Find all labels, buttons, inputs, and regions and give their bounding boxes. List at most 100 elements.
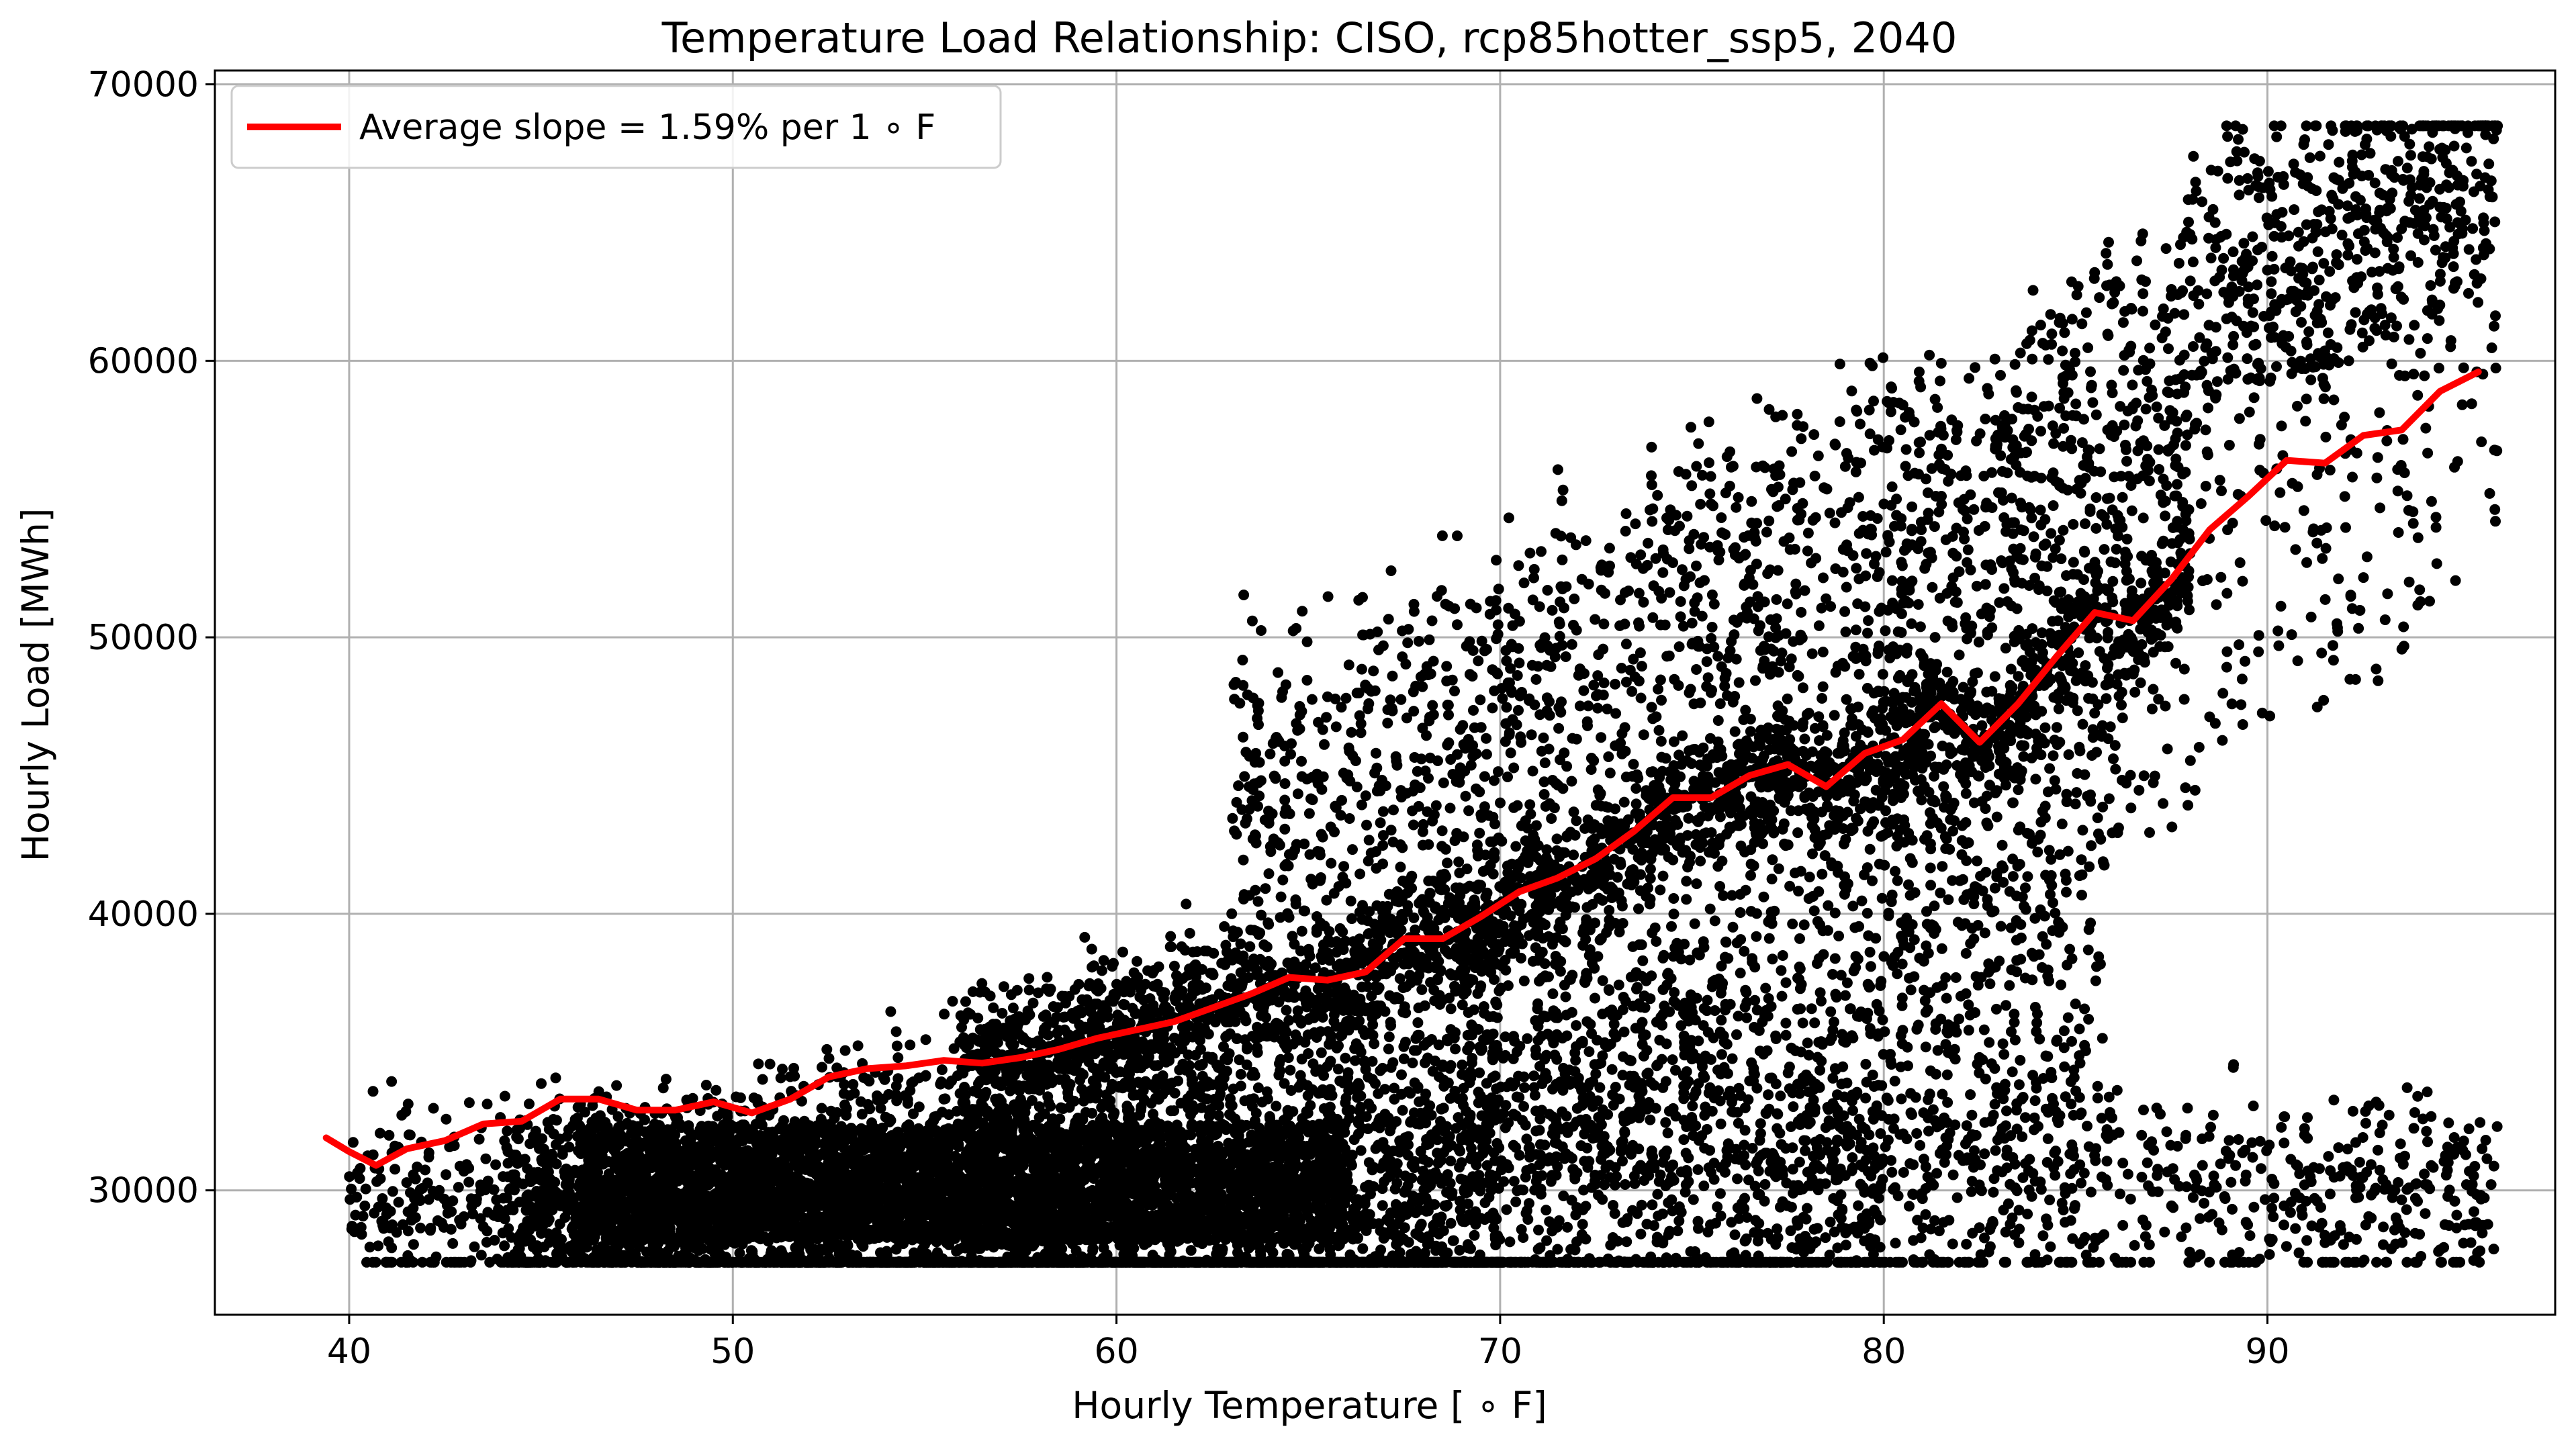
data-point — [1775, 1090, 1786, 1102]
data-point — [2293, 1247, 2305, 1258]
data-point — [563, 1174, 575, 1185]
data-point — [499, 1135, 510, 1146]
data-point — [2301, 1235, 2313, 1246]
data-point — [2334, 1170, 2346, 1182]
data-point — [2420, 1208, 2431, 1219]
data-point — [367, 1256, 379, 1268]
data-point — [2023, 1184, 2035, 1196]
data-point — [2422, 1136, 2433, 1148]
data-point — [469, 1241, 480, 1252]
data-point — [481, 1237, 492, 1248]
data-point — [364, 1242, 375, 1253]
data-point — [1403, 1086, 1414, 1097]
data-point — [2029, 1095, 2041, 1107]
data-point — [1871, 1209, 1882, 1220]
data-point — [1292, 1005, 1303, 1017]
data-point — [2363, 1100, 2375, 1111]
data-point — [1455, 1146, 1466, 1157]
data-point — [416, 1256, 428, 1268]
data-point — [1852, 1227, 1864, 1239]
data-point — [2401, 1082, 2413, 1093]
data-point — [375, 1127, 385, 1139]
data-point — [2411, 1256, 2422, 1268]
data-point — [360, 1183, 371, 1195]
data-point — [1577, 1219, 1588, 1230]
data-point — [1776, 1139, 1787, 1150]
data-point — [700, 1080, 712, 1090]
data-point — [839, 1045, 851, 1056]
data-point — [2136, 1129, 2148, 1141]
data-point — [1762, 1227, 1774, 1239]
data-point — [2279, 1111, 2290, 1122]
data-point — [502, 1125, 513, 1137]
data-point — [491, 1194, 502, 1205]
data-point — [1820, 1232, 1831, 1244]
data-point — [2240, 1176, 2251, 1186]
data-point — [1275, 1065, 1286, 1076]
data-point — [1929, 1215, 1940, 1226]
data-point — [2285, 1207, 2296, 1218]
data-point — [2333, 1142, 2344, 1154]
data-point — [2122, 1168, 2133, 1180]
data-point — [1387, 1057, 1399, 1068]
data-point — [447, 1238, 459, 1249]
data-point — [1588, 1131, 1600, 1143]
data-point — [2294, 1168, 2305, 1180]
data-point — [536, 1078, 547, 1089]
data-point — [1432, 1134, 1443, 1146]
data-point — [710, 1084, 722, 1096]
data-point — [2344, 1166, 2355, 1177]
data-point — [788, 1062, 799, 1074]
data-point — [1864, 1233, 1876, 1244]
data-point — [481, 1225, 493, 1237]
data-point — [420, 1164, 431, 1176]
data-point — [502, 1158, 514, 1169]
data-point — [1414, 1193, 1425, 1204]
data-point — [2481, 1153, 2493, 1164]
data-point — [2067, 1233, 2078, 1244]
data-point — [2125, 1193, 2136, 1205]
data-point — [1295, 1070, 1306, 1081]
data-point — [1389, 1183, 1401, 1195]
data-point — [2285, 1197, 2297, 1208]
data-point — [938, 1093, 950, 1105]
data-point — [2094, 1256, 2105, 1268]
data-point — [891, 1040, 903, 1052]
data-point — [2199, 1197, 2210, 1209]
data-point — [1828, 1193, 1839, 1204]
data-point — [2347, 1105, 2358, 1117]
data-point — [2165, 1139, 2176, 1151]
data-point — [2451, 1209, 2463, 1221]
data-point — [817, 1062, 827, 1073]
data-point — [1399, 1170, 1411, 1182]
data-point — [2246, 1137, 2258, 1148]
data-point — [2381, 1256, 2393, 1268]
data-point — [401, 1177, 412, 1189]
data-point — [2264, 1249, 2275, 1260]
data-point — [1401, 1209, 1412, 1220]
data-point — [2159, 1226, 2170, 1238]
data-point — [1508, 1176, 1520, 1187]
data-point — [1606, 1064, 1618, 1075]
data-point — [1316, 1047, 1327, 1058]
data-point — [1777, 1196, 1788, 1207]
data-point — [1800, 1231, 1811, 1242]
data-point — [1433, 1071, 1444, 1082]
data-point — [1369, 1038, 1380, 1050]
data-point — [2373, 1144, 2383, 1156]
data-point — [1256, 1097, 1268, 1108]
data-point — [1279, 1078, 1290, 1089]
data-point — [1657, 1208, 1668, 1219]
data-point — [1687, 1101, 1698, 1111]
data-point — [2005, 1178, 2016, 1190]
data-point — [1702, 1226, 1714, 1238]
data-point — [2472, 1247, 2483, 1258]
data-point — [1925, 1065, 1936, 1076]
data-point — [1422, 1182, 1433, 1194]
data-point — [1868, 1248, 1879, 1260]
data-point — [453, 1182, 464, 1193]
data-point — [1984, 1241, 1996, 1252]
data-point — [508, 1169, 520, 1180]
data-point — [2129, 1240, 2140, 1251]
data-point — [410, 1173, 421, 1184]
